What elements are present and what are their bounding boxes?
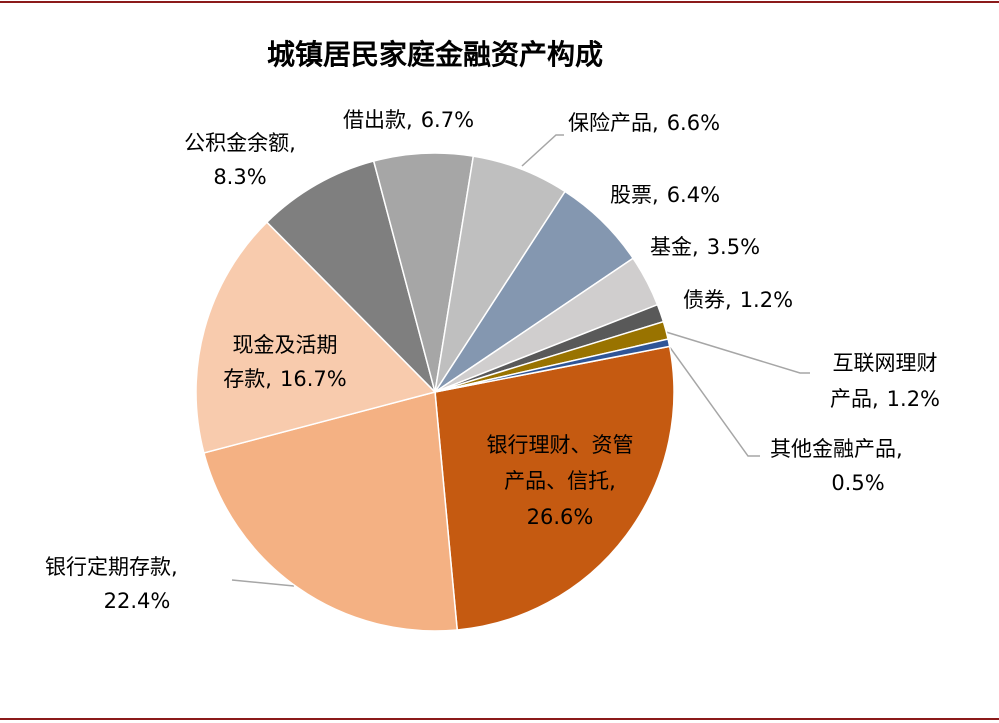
pie-slice — [434, 345, 675, 631]
category-label: 其他金融产品, — [770, 437, 903, 461]
label-line: 债券, — [683, 288, 732, 312]
category-label: 基金, — [650, 235, 699, 259]
category-label: 互联网理财产品, — [830, 351, 938, 411]
data-label: 基金, 3.5% — [650, 235, 760, 259]
leader-lines — [231, 134, 810, 587]
leader-line — [231, 579, 295, 587]
value-label: 8.3% — [213, 165, 266, 189]
value-label: 1.2% — [887, 387, 940, 411]
pie-slice — [202, 391, 459, 632]
leader-line — [665, 331, 810, 374]
label-line: 其他金融产品, — [770, 437, 903, 461]
value-label: 22.4% — [104, 589, 171, 613]
chart-title: 城镇居民家庭金融资产构成 — [267, 38, 603, 71]
data-label: 债券, 1.2% — [683, 288, 793, 312]
value-label: 1.2% — [740, 288, 793, 312]
label-line: 互联网理财 — [833, 351, 938, 375]
leader-line — [521, 134, 564, 167]
leader-line — [668, 345, 760, 457]
label-line: 银行理财、资管 — [487, 433, 634, 457]
pie — [195, 152, 675, 632]
value-label: 6.7% — [421, 108, 474, 132]
label-line: 银行定期存款, — [45, 555, 178, 579]
category-label: 债券, — [683, 288, 732, 312]
value-label: 0.5% — [831, 471, 884, 495]
label-line: 现金及活期 — [233, 333, 338, 357]
category-label: 现金及活期存款, — [223, 333, 337, 391]
pie-slice — [195, 221, 437, 454]
label-line: 产品、信托, — [504, 469, 616, 493]
data-label: 互联网理财产品, 1.2% — [830, 351, 940, 411]
label-line: 基金, — [650, 235, 699, 259]
value-label: 3.5% — [707, 235, 760, 259]
value-label: 26.6% — [527, 505, 594, 529]
label-line: 借出款, — [343, 108, 413, 132]
category-label: 借出款, — [343, 108, 413, 132]
data-label: 借出款, 6.7% — [343, 108, 474, 132]
category-label: 公积金余额, — [184, 131, 296, 155]
data-label: 公积金余额, — [184, 131, 296, 155]
pie-slice — [434, 338, 671, 393]
data-label: 银行理财、资管产品、信托, — [487, 433, 634, 493]
label-line: 存款, — [223, 367, 272, 391]
data-label: 股票, 6.4% — [610, 183, 720, 207]
data-label: 银行定期存款, — [45, 555, 178, 579]
label-line: 产品, — [830, 387, 879, 411]
value-label: 6.6% — [667, 111, 720, 135]
data-label: 保险产品, 6.6% — [568, 111, 720, 135]
data-label: 现金及活期存款, 16.7% — [223, 333, 346, 391]
category-label: 保险产品, — [568, 111, 659, 135]
value-label: 6.4% — [667, 183, 720, 207]
label-line: 保险产品, — [568, 111, 659, 135]
label-line: 公积金余额, — [184, 131, 296, 155]
category-label: 股票, — [610, 183, 659, 207]
category-label: 银行理财、资管产品、信托, — [487, 433, 634, 493]
label-line: 股票, — [610, 183, 659, 207]
category-label: 银行定期存款, — [45, 555, 178, 579]
pie-slice — [265, 160, 437, 395]
value-label: 16.7% — [280, 367, 347, 391]
data-label: 其他金融产品, — [770, 437, 903, 461]
